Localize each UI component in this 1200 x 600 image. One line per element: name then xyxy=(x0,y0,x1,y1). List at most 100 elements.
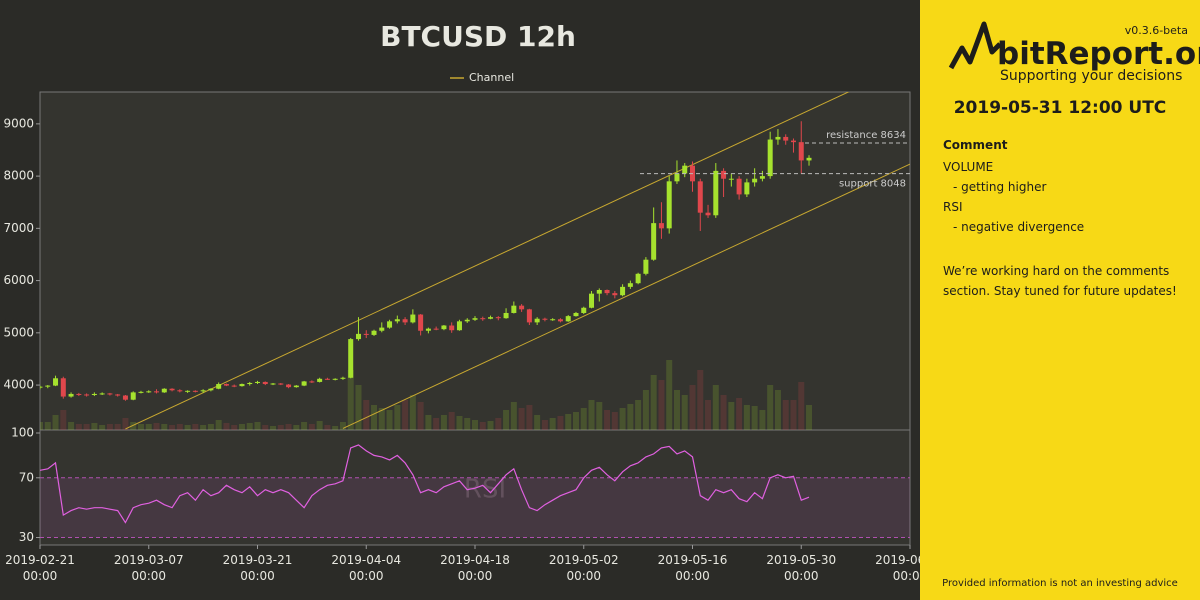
candle-body xyxy=(208,388,214,391)
candle-body xyxy=(728,178,734,180)
y-tick-label: 7000 xyxy=(3,221,34,235)
candle-body xyxy=(620,286,626,296)
candle-body xyxy=(317,378,323,382)
volume-bar xyxy=(254,422,261,430)
volume-bar xyxy=(448,412,455,430)
volume-bar xyxy=(409,395,416,430)
candle-body xyxy=(99,393,105,395)
volume-bar xyxy=(402,400,409,430)
support-label: support 8048 xyxy=(839,179,906,190)
volume-bar xyxy=(238,424,245,430)
candle-body xyxy=(519,305,525,310)
candle-body xyxy=(581,307,587,313)
volume-bar xyxy=(720,395,727,430)
volume-bar xyxy=(673,390,680,430)
volume-bar xyxy=(394,405,401,430)
x-tick-label: 2019-02-21 00:00 xyxy=(5,553,75,583)
candle-body xyxy=(472,318,478,320)
candle-body xyxy=(775,136,781,140)
candle-body xyxy=(565,316,571,322)
volume-bar xyxy=(161,424,168,430)
volume-bar xyxy=(215,420,222,430)
candle-body xyxy=(262,381,268,385)
candle-body xyxy=(713,170,719,216)
volume-bar xyxy=(759,410,766,430)
comment-line: RSI xyxy=(943,200,963,214)
comment-line: VOLUME xyxy=(943,160,994,174)
x-tick-label: 2019-04-04 00:00 xyxy=(331,553,402,583)
volume-bar xyxy=(712,385,719,430)
volume-bar xyxy=(518,408,525,430)
y-tick-label: 4000 xyxy=(3,378,34,392)
volume-bar xyxy=(40,422,43,430)
candle-body xyxy=(169,388,175,391)
volume-bar xyxy=(790,400,797,430)
volume-bar xyxy=(145,424,152,430)
volume-bar xyxy=(736,398,743,430)
candle-body xyxy=(542,318,548,320)
candle-body xyxy=(185,390,191,392)
candle-body xyxy=(223,384,229,386)
candle-body xyxy=(68,393,74,397)
volume-bar xyxy=(580,408,587,430)
candle-body xyxy=(332,378,338,380)
volume-bar xyxy=(705,400,712,430)
candle-body xyxy=(138,391,144,393)
version: v0.3.6-beta xyxy=(1124,24,1188,37)
volume-bar xyxy=(557,416,564,430)
candle-body xyxy=(790,140,796,143)
rsi-line xyxy=(40,444,810,524)
candle-body xyxy=(161,388,167,393)
volume-bar xyxy=(464,418,471,430)
candle-body xyxy=(604,289,610,294)
x-tick-label: 2019-05-30 00:00 xyxy=(766,553,837,583)
candle-body xyxy=(45,385,51,387)
candle-body xyxy=(53,378,59,386)
comment-heading: Comment xyxy=(943,138,1008,152)
volume-bar xyxy=(130,422,137,430)
volume-bar xyxy=(285,424,292,430)
comment-line: - negative divergence xyxy=(953,220,1085,234)
candle-body xyxy=(557,319,563,322)
volume-bar xyxy=(324,425,331,430)
candle-body xyxy=(91,393,97,395)
x-tick-label: 2019-05-16 00:00 xyxy=(657,553,728,583)
candle-body xyxy=(736,178,742,195)
comment-note: We’re working hard on the comments secti… xyxy=(943,264,1177,298)
channel-line xyxy=(342,163,910,429)
candle-body xyxy=(76,393,82,395)
volume-bar xyxy=(697,370,704,430)
candle-body xyxy=(596,289,602,294)
volume-bar xyxy=(60,410,67,430)
volume-bar xyxy=(774,390,781,430)
volume-bar xyxy=(83,424,90,430)
candle-body xyxy=(806,157,812,161)
volume-bar xyxy=(433,418,440,430)
legend: Channel xyxy=(450,71,514,84)
volume-bar xyxy=(495,418,502,430)
candle-body xyxy=(643,259,649,274)
volume-bar xyxy=(510,402,517,430)
candle-body xyxy=(154,391,160,393)
candle-body xyxy=(200,390,206,392)
candle-body xyxy=(526,309,532,323)
volume-bar xyxy=(106,424,113,430)
rsi-panel xyxy=(40,444,910,539)
candle-body xyxy=(744,182,750,195)
candle-body xyxy=(666,181,672,229)
candle-body xyxy=(410,314,416,323)
chart: BTCUSD 12h RSI Channel 40005000600070008… xyxy=(3,20,911,549)
volume-bar xyxy=(503,410,510,430)
candle-body xyxy=(589,293,595,308)
volume-bar xyxy=(231,425,238,430)
candle-body xyxy=(387,321,393,328)
volume-bar xyxy=(386,410,393,430)
candle-body xyxy=(674,173,680,182)
y-tick-label: 9000 xyxy=(3,116,34,130)
volume-bar xyxy=(223,423,230,430)
volume-bar xyxy=(262,425,269,430)
candle-body xyxy=(309,381,315,383)
volume-bar xyxy=(798,382,805,430)
volume-bar xyxy=(114,424,121,430)
candle-body xyxy=(115,394,121,396)
